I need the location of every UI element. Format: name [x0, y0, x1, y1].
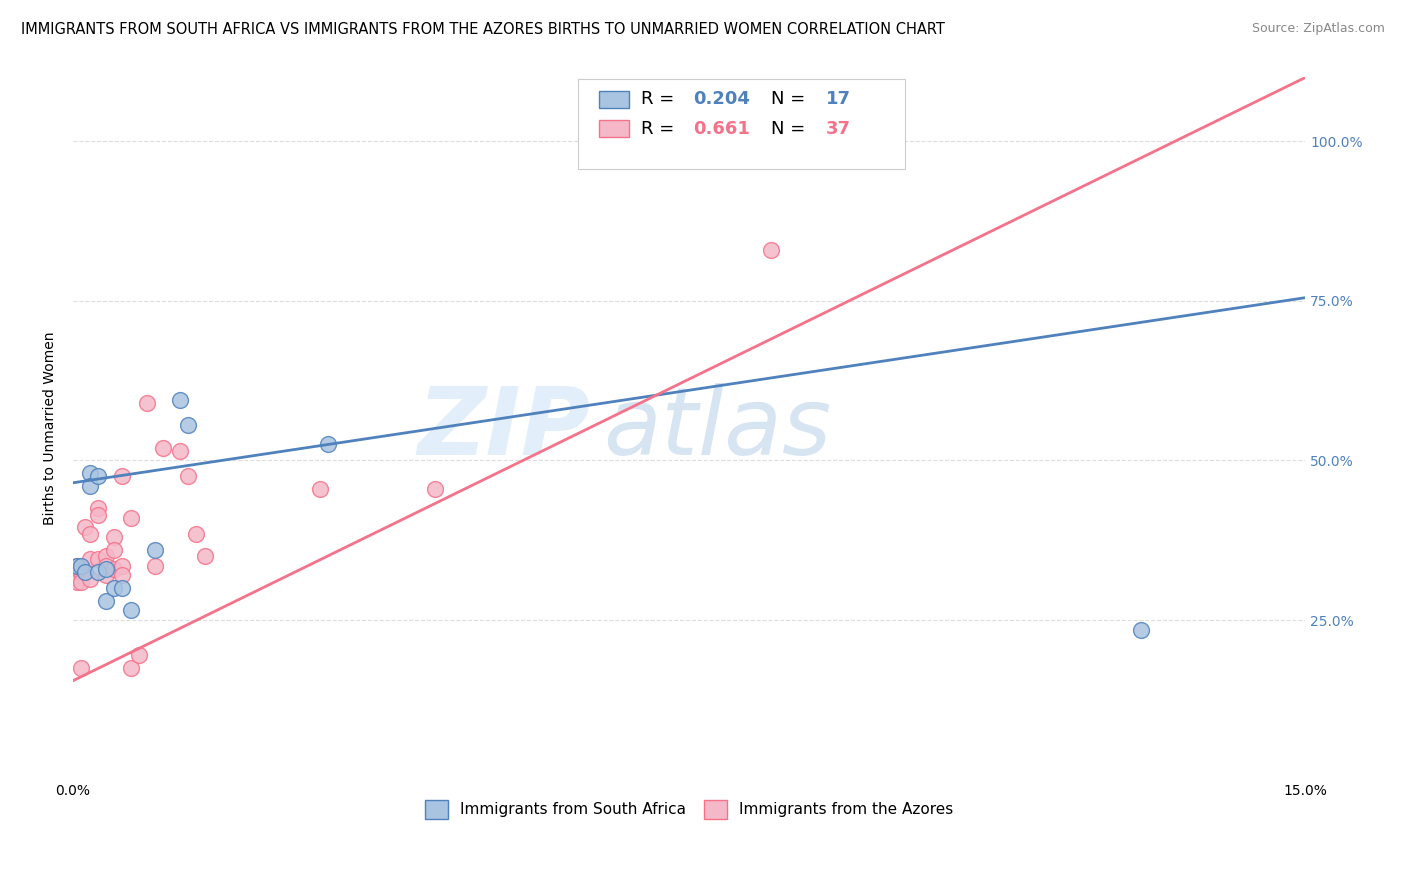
- Point: [87, 508, 110, 522]
- Point: [761, 243, 783, 257]
- Point: [169, 392, 191, 407]
- Point: [177, 469, 200, 483]
- Text: 0.204: 0.204: [693, 90, 749, 108]
- Point: [103, 542, 125, 557]
- Point: [70, 565, 93, 579]
- Point: [75, 565, 97, 579]
- Point: [79, 572, 101, 586]
- Point: [120, 603, 142, 617]
- Point: [70, 574, 93, 589]
- Point: [152, 441, 174, 455]
- Point: [868, 134, 890, 148]
- FancyBboxPatch shape: [599, 91, 628, 108]
- Point: [128, 648, 150, 662]
- Point: [120, 511, 142, 525]
- Point: [308, 482, 330, 496]
- Point: [103, 530, 125, 544]
- Text: 0.661: 0.661: [693, 120, 749, 137]
- Point: [103, 562, 125, 576]
- Point: [79, 479, 101, 493]
- Point: [193, 549, 215, 564]
- Point: [111, 558, 134, 573]
- Point: [316, 437, 339, 451]
- Point: [94, 562, 117, 576]
- Text: 37: 37: [827, 120, 851, 137]
- Point: [111, 581, 134, 595]
- Point: [169, 443, 191, 458]
- Text: R =: R =: [641, 120, 681, 137]
- Point: [79, 526, 101, 541]
- Point: [842, 134, 865, 148]
- Text: R =: R =: [641, 90, 681, 108]
- Point: [66, 558, 89, 573]
- Point: [66, 558, 89, 573]
- Point: [87, 565, 110, 579]
- Point: [87, 469, 110, 483]
- Text: Source: ZipAtlas.com: Source: ZipAtlas.com: [1251, 22, 1385, 36]
- Point: [94, 594, 117, 608]
- Point: [94, 549, 117, 564]
- Text: IMMIGRANTS FROM SOUTH AFRICA VS IMMIGRANTS FROM THE AZORES BIRTHS TO UNMARRIED W: IMMIGRANTS FROM SOUTH AFRICA VS IMMIGRAN…: [21, 22, 945, 37]
- Point: [177, 418, 200, 433]
- Point: [66, 574, 89, 589]
- Point: [87, 501, 110, 516]
- Text: 17: 17: [827, 90, 851, 108]
- Point: [94, 568, 117, 582]
- Point: [1130, 623, 1153, 637]
- Text: ZIP: ZIP: [418, 383, 591, 475]
- Point: [136, 396, 159, 410]
- Point: [75, 520, 97, 534]
- Point: [94, 558, 117, 573]
- Point: [70, 558, 93, 573]
- Y-axis label: Births to Unmarried Women: Births to Unmarried Women: [44, 332, 58, 525]
- Point: [79, 467, 101, 481]
- Point: [120, 661, 142, 675]
- Text: N =: N =: [770, 120, 811, 137]
- Point: [111, 469, 134, 483]
- Point: [70, 661, 93, 675]
- Point: [186, 526, 208, 541]
- FancyBboxPatch shape: [599, 120, 628, 137]
- Point: [87, 552, 110, 566]
- Point: [423, 482, 446, 496]
- Point: [143, 542, 166, 557]
- Point: [111, 568, 134, 582]
- Legend: Immigrants from South Africa, Immigrants from the Azores: Immigrants from South Africa, Immigrants…: [419, 794, 960, 824]
- Point: [103, 581, 125, 595]
- FancyBboxPatch shape: [578, 78, 905, 169]
- Point: [79, 552, 101, 566]
- Point: [143, 558, 166, 573]
- Text: N =: N =: [770, 90, 811, 108]
- Text: atlas: atlas: [603, 383, 831, 474]
